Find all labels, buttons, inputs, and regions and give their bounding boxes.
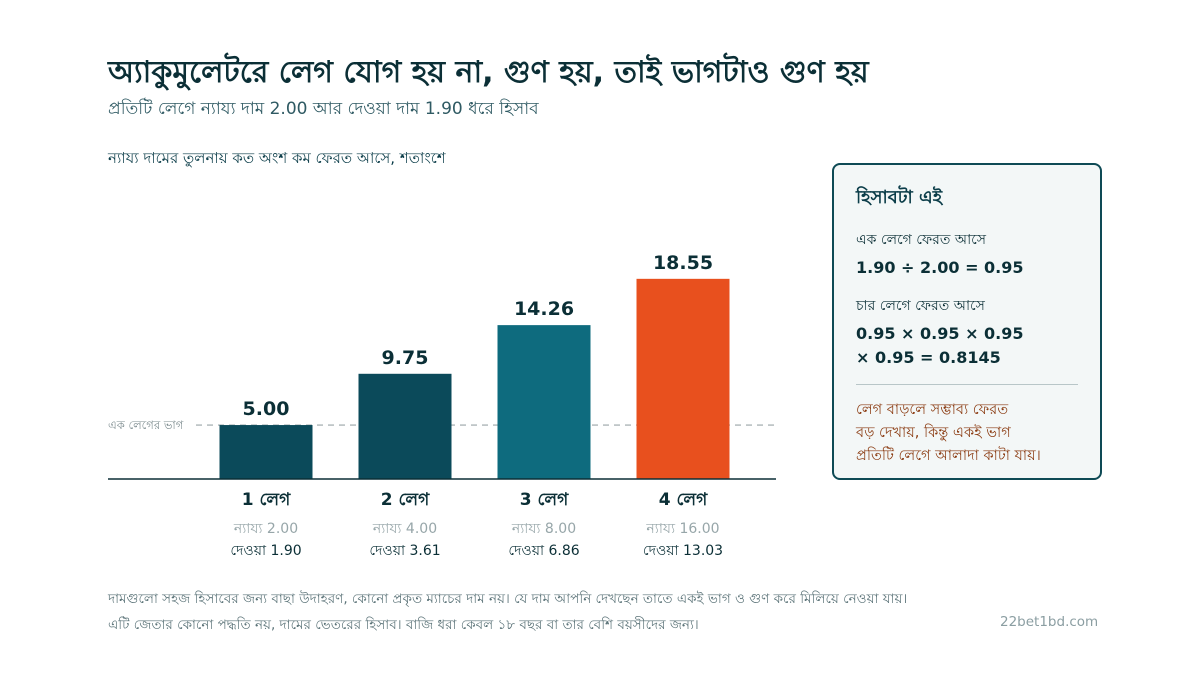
fair-price-label-2: ন্যায্য 4.00 <box>372 521 437 537</box>
note-line-2: বড় দেখায়, কিন্তু একই ভাগ <box>856 425 1011 441</box>
note-line-3: প্রতিটি লেগে আলাদা কাটা যায়। <box>856 448 1041 464</box>
bar-2 <box>358 373 452 479</box>
one-leg-label: এক লেগে ফেরত আসে <box>856 232 987 248</box>
one-leg-formula: 1.90 ÷ 2.00 = 0.95 <box>856 258 1024 277</box>
offered-price-label-3: দেওয়া 6.86 <box>508 543 579 559</box>
page-subtitle: প্রতিটি লেগে ন্যায্য দাম 2.00 আর দেওয়া … <box>108 99 539 119</box>
page-title: অ্যাকুমুলেটরে লেগ যোগ হয় না, গুণ হয়, ত… <box>108 55 869 90</box>
offered-price-label-4: দেওয়া 13.03 <box>643 543 723 559</box>
fair-price-label-3: ন্যায্য 8.00 <box>511 521 576 537</box>
reference-line-label: এক লেগের ভাগ <box>108 418 185 432</box>
bar-1 <box>219 425 313 479</box>
four-leg-formula-line1: 0.95 × 0.95 × 0.95 <box>856 324 1024 343</box>
note-line-1: লেগ বাড়লে সম্ভাব্য ফেরত <box>856 402 1009 418</box>
category-label-4: 4 লেগ <box>659 490 708 510</box>
footer-domain: 22bet1bd.com <box>1000 614 1099 630</box>
bar-value-label-1: 5.00 <box>243 398 290 420</box>
bar-value-label-2: 9.75 <box>382 347 429 369</box>
fair-price-label-1: ন্যায্য 2.00 <box>233 521 298 537</box>
explanation-box: হিসাবটা এই এক লেগে ফেরত আসে 1.90 ÷ 2.00 … <box>832 163 1102 480</box>
category-label-1: 1 লেগ <box>242 490 291 510</box>
offered-price-label-1: দেওয়া 1.90 <box>230 543 301 559</box>
fair-price-label-4: ন্যায্য 16.00 <box>645 521 719 537</box>
bar-4 <box>636 278 730 479</box>
offered-price-label-2: দেওয়া 3.61 <box>369 543 440 559</box>
explanation-title: হিসাবটা এই <box>856 187 943 208</box>
explanation-note: লেগ বাড়লে সম্ভাব্য ফেরত বড় দেখায়, কিন… <box>856 399 1078 468</box>
explanation-divider <box>856 384 1078 385</box>
bar-value-label-4: 18.55 <box>653 252 713 274</box>
four-leg-label: চার লেগে ফেরত আসে <box>856 298 985 314</box>
bar-value-label-3: 14.26 <box>514 298 574 320</box>
four-leg-formula-line2: × 0.95 = 0.8145 <box>856 348 1001 367</box>
bar-3 <box>497 325 591 479</box>
footer-disclaimer-1: দামগুলো সহজ হিসাবের জন্য বাছা উদাহরণ, কো… <box>108 591 908 607</box>
footer-disclaimer-2: এটি জেতার কোনো পদ্ধতি নয়, দামের ভেতরের … <box>108 617 699 633</box>
chart-title: ন্যায্য দামের তুলনায় কত অংশ কম ফেরত আসে… <box>108 149 446 167</box>
four-leg-formula: 0.95 × 0.95 × 0.95 × 0.95 = 0.8145 <box>856 322 1078 370</box>
category-label-3: 3 লেগ <box>520 490 569 510</box>
category-label-2: 2 লেগ <box>381 490 430 510</box>
bar-chart: এক লেগের ভাগ 5.00 1 লেগ ন্যায্য 2.00 দেওয়া … <box>108 252 776 559</box>
